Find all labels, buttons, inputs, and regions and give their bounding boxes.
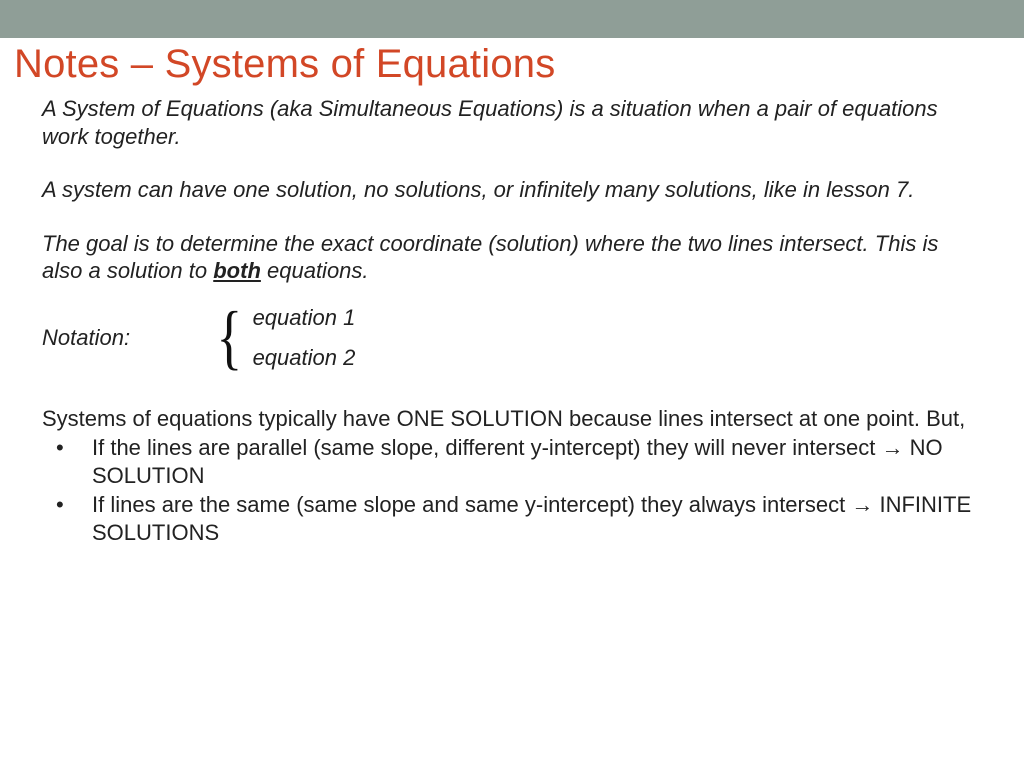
equation-1-label: equation 1 (253, 305, 356, 331)
notation-label: Notation: (42, 325, 212, 351)
bullet1-text-a: If the lines are parallel (same slope, d… (92, 435, 882, 460)
list-item: If lines are the same (same slope and sa… (48, 491, 984, 547)
para3-bold-word: both (213, 258, 261, 283)
equation-2-label: equation 2 (253, 345, 356, 371)
list-item: If the lines are parallel (same slope, d… (48, 434, 984, 490)
intro-paragraph-2: A system can have one solution, no solut… (42, 176, 984, 204)
bullet-list: If the lines are parallel (same slope, d… (42, 434, 984, 548)
arrow-icon: → (882, 435, 904, 460)
para3-part-a: The goal is to determine the exact coord… (42, 231, 938, 284)
left-brace-icon: { (216, 309, 242, 367)
para3-part-b: equations. (261, 258, 369, 283)
slide-content: A System of Equations (aka Simultaneous … (0, 87, 1024, 548)
arrow-icon: → (851, 492, 873, 517)
page-title: Notes – Systems of Equations (0, 38, 1024, 87)
bullet2-text-a: If lines are the same (same slope and sa… (92, 492, 851, 517)
notation-row: Notation: { equation 1 equation 2 (42, 305, 984, 371)
intro-paragraph-1: A System of Equations (aka Simultaneous … (42, 95, 984, 150)
brace-group: { equation 1 equation 2 (212, 305, 355, 371)
intro-paragraph-3: The goal is to determine the exact coord… (42, 230, 984, 285)
solutions-paragraph: Systems of equations typically have ONE … (42, 405, 984, 433)
brace-items: equation 1 equation 2 (253, 305, 356, 371)
top-accent-bar (0, 0, 1024, 38)
